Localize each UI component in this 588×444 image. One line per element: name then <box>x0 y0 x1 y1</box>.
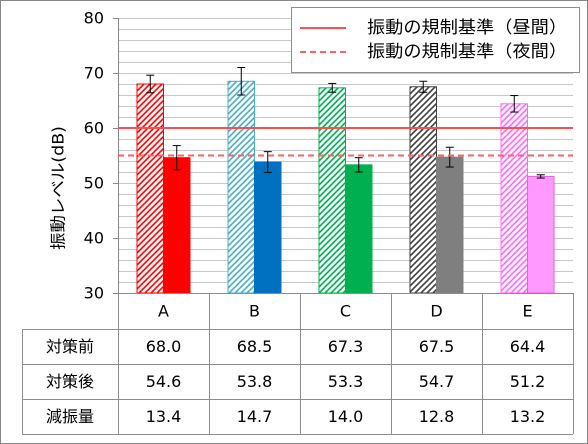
y-tick-label: 40 <box>84 229 104 248</box>
error-bars <box>146 67 545 179</box>
table-cell-value: 14.0 <box>328 407 364 426</box>
bar-after-C <box>345 164 373 294</box>
bar-before-A <box>136 83 164 294</box>
y-axis-title: 振動レベル(dB) <box>49 126 68 250</box>
category-label-A: A <box>158 302 169 321</box>
bar-after-B <box>254 161 282 294</box>
bar-before-E <box>500 103 528 294</box>
table-cell-value: 68.0 <box>146 337 182 356</box>
table-row-label: 対策後 <box>46 372 94 391</box>
y-tick-label: 60 <box>84 119 104 138</box>
y-tick-label: 80 <box>84 9 104 28</box>
table-cell-value: 13.2 <box>510 407 546 426</box>
bar-after-D <box>436 156 464 294</box>
table-row-label: 対策前 <box>46 337 94 356</box>
category-label-C: C <box>340 302 351 321</box>
legend-box <box>291 7 580 73</box>
legend-label-0: 振動の規制基準（昼間） <box>367 18 567 38</box>
category-label-E: E <box>522 302 532 321</box>
y-axis: 80 70 60 50 40 30 振動レベル(dB) <box>49 9 119 303</box>
table-cell-value: 51.2 <box>510 372 546 391</box>
table-cell-value: 67.5 <box>419 337 455 356</box>
data-table: A B C D E 対策前 68.0 68.5 67.3 67.5 64.4 対策後 54.6 53.8 5… <box>22 293 574 435</box>
y-tick-label: 50 <box>84 174 104 193</box>
bar-before-B <box>227 80 255 294</box>
y-tick-label: 70 <box>84 64 104 83</box>
bar-before-D <box>409 86 437 294</box>
table-cell-value: 54.6 <box>146 372 182 391</box>
table-cell-value: 13.4 <box>146 407 182 426</box>
table-cell-value: 68.5 <box>237 337 273 356</box>
category-label-B: B <box>249 302 260 321</box>
table-cell-value: 53.3 <box>328 372 364 391</box>
table-cell-value: 54.7 <box>419 372 455 391</box>
bar-after-E <box>527 175 555 294</box>
table-cell-value: 14.7 <box>237 407 273 426</box>
category-label-D: D <box>430 302 442 321</box>
table-cell-value: 67.3 <box>328 337 364 356</box>
legend: 振動の規制基準（昼間） 振動の規制基準（夜間） <box>291 7 580 73</box>
table-row-label: 減振量 <box>46 407 94 426</box>
table-cell-value: 53.8 <box>237 372 273 391</box>
table-cell-value: 12.8 <box>419 407 455 426</box>
legend-label-1: 振動の規制基準（夜間） <box>367 42 567 62</box>
bar-after-A <box>163 157 191 294</box>
bar-before-C <box>318 87 346 294</box>
y-tick-label: 30 <box>84 284 104 303</box>
reference-lines <box>118 127 573 157</box>
table-cell-value: 64.4 <box>510 337 546 356</box>
